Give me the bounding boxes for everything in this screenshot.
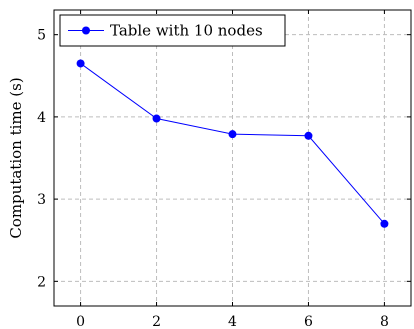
legend: Table with 10 nodes — [59, 14, 286, 47]
data-point — [76, 59, 85, 68]
y-tick-label: 2 — [37, 274, 46, 290]
y-tick-label: 4 — [37, 110, 46, 126]
y-tick-label: 3 — [37, 192, 46, 208]
x-tick-label: 0 — [76, 314, 85, 329]
data-point — [304, 131, 313, 140]
y-tick-label: 5 — [37, 28, 46, 44]
data-point — [228, 130, 237, 139]
data-point — [152, 114, 161, 123]
x-tick-label: 6 — [304, 314, 313, 329]
axis-ticks — [54, 10, 411, 306]
legend-marker — [82, 26, 90, 35]
legend-label: Table with 10 nodes — [110, 22, 263, 40]
x-tick-label: 4 — [228, 314, 237, 329]
y-axis-label: Computation time (s) — [7, 77, 25, 238]
data-point — [380, 219, 389, 228]
x-tick-label: 2 — [152, 314, 161, 329]
grid-lines — [54, 10, 411, 306]
tick-labels: 0 2 4 6 8 2 3 4 5 — [37, 28, 389, 329]
series-layer — [76, 59, 389, 228]
x-tick-label: 8 — [380, 314, 389, 329]
